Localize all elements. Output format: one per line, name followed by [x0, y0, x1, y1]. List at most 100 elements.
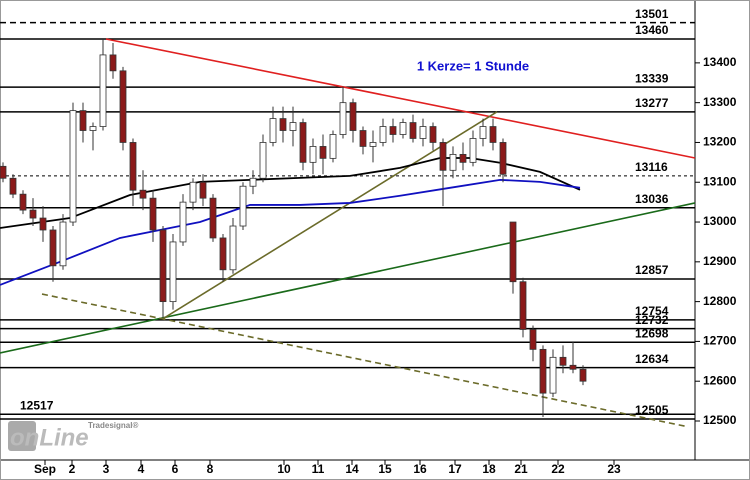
- candle-body: [189, 181, 197, 203]
- x-tick-label: 8: [207, 462, 214, 476]
- candle-body: [319, 146, 327, 159]
- candle-body: [29, 209, 37, 219]
- x-tick-label: 17: [448, 462, 462, 476]
- candle-body: [489, 126, 497, 143]
- candle-body: [409, 122, 417, 139]
- candle-body: [139, 189, 147, 199]
- y-tick-label: 13300: [703, 95, 737, 109]
- candle-body: [59, 221, 67, 267]
- x-tick-label: 6: [172, 462, 179, 476]
- candle-body: [449, 153, 457, 171]
- candle-body: [459, 153, 467, 163]
- trend-line: [105, 38, 696, 159]
- y-tick-label: 12900: [703, 254, 737, 268]
- candle-body: [289, 122, 297, 131]
- candle-body: [179, 201, 187, 243]
- candle-body: [579, 368, 587, 382]
- candle-body: [239, 185, 247, 227]
- candle-body: [399, 122, 407, 135]
- level-label: 13460: [635, 23, 669, 37]
- level-label: 12857: [635, 263, 669, 277]
- level-label: 12634: [635, 352, 669, 366]
- candle-body: [309, 146, 317, 163]
- candle-body: [79, 110, 87, 131]
- y-tick-label: 13400: [703, 55, 737, 69]
- logo-small: Tradesignal®: [88, 421, 138, 430]
- level-label: 12698: [635, 326, 669, 340]
- candle-body: [39, 217, 47, 231]
- candle-body: [519, 281, 527, 330]
- candle-body: [419, 126, 427, 139]
- annotation: 1 Kerze= 1 Stunde: [417, 58, 529, 73]
- level-label: 12732: [635, 313, 669, 327]
- moving-average: [0, 178, 581, 286]
- candle-body: [249, 177, 257, 187]
- x-tick-label: 2: [69, 462, 76, 476]
- x-tick-label: Sep: [34, 462, 56, 476]
- candle-body: [109, 54, 117, 72]
- candle-body: [219, 237, 227, 271]
- y-tick-label: 13000: [703, 214, 737, 228]
- level-label: 12754: [635, 304, 669, 318]
- level-label: 13116: [635, 160, 668, 174]
- y-tick-label: 13100: [703, 174, 737, 188]
- x-tick-label: 15: [378, 462, 392, 476]
- x-tick-label: 10: [277, 462, 291, 476]
- candle-body: [569, 364, 577, 370]
- x-tick-label: 23: [607, 462, 621, 476]
- level-label: 13036: [635, 192, 669, 206]
- candle-body: [199, 181, 207, 199]
- y-tick-label: 12800: [703, 294, 737, 308]
- trend-line: [0, 202, 696, 354]
- x-tick-label: 16: [413, 462, 427, 476]
- candle-body: [159, 229, 167, 303]
- candle-body: [269, 118, 277, 143]
- x-tick-label: 22: [551, 462, 565, 476]
- candle-body: [299, 122, 307, 163]
- level-label: 12505: [635, 403, 669, 417]
- candle-body: [129, 142, 137, 191]
- candle-body: [99, 54, 107, 127]
- candle-body: [329, 134, 337, 159]
- candle-body: [119, 70, 127, 143]
- x-tick-label: 18: [482, 462, 496, 476]
- candle-body: [509, 221, 517, 283]
- candle-body: [359, 130, 367, 147]
- level-label: 13277: [635, 96, 669, 110]
- candle-body: [69, 110, 77, 223]
- candle-body: [49, 229, 57, 267]
- x-tick-label: 14: [345, 462, 359, 476]
- y-tick-label: 12700: [703, 334, 737, 348]
- candle-body: [19, 193, 27, 211]
- candle-body: [209, 197, 217, 239]
- level-label: 13501: [635, 7, 669, 21]
- candle-body: [259, 142, 267, 179]
- logo: Tradesignal® onLine: [8, 421, 138, 451]
- candle-body: [169, 241, 177, 303]
- candle-body: [89, 126, 97, 131]
- candle-body: [559, 356, 567, 366]
- x-tick-label: 3: [103, 462, 110, 476]
- y-tick-label: 12500: [703, 413, 737, 427]
- level-label: 12517: [20, 398, 54, 412]
- candle-body: [479, 126, 487, 139]
- level-label: 13339: [635, 71, 669, 85]
- candle-body: [539, 348, 547, 394]
- y-tick-label: 12600: [703, 373, 737, 387]
- candle-body: [439, 142, 447, 171]
- x-tick-label: 11: [312, 462, 325, 476]
- candle-body: [379, 126, 387, 143]
- candle-body: [149, 197, 157, 231]
- candle-body: [229, 225, 237, 271]
- logo-text: onLine: [10, 424, 89, 451]
- candle-body: [349, 102, 357, 131]
- candle-body: [339, 102, 347, 135]
- x-tick-label: 21: [514, 462, 528, 476]
- candle-body: [369, 142, 377, 147]
- candle-body: [549, 356, 557, 394]
- candle-body: [389, 126, 397, 135]
- candle-body: [279, 118, 287, 131]
- candle-body: [469, 138, 477, 163]
- candle-body: [0, 165, 7, 179]
